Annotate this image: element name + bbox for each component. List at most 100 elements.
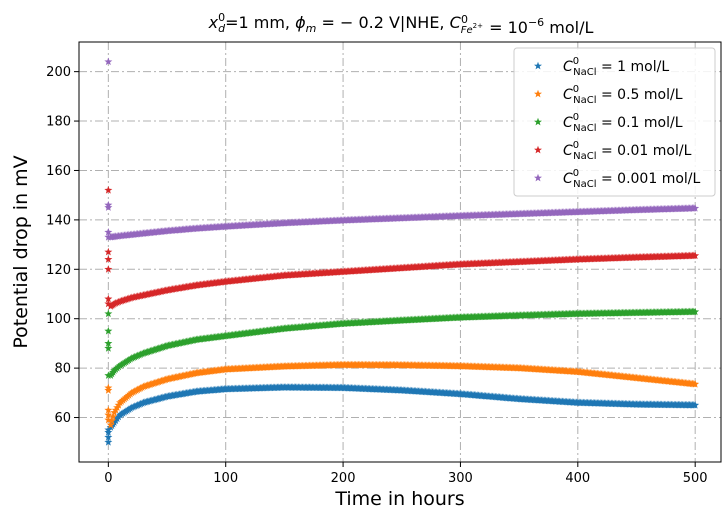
- title-c: C: [450, 13, 462, 32]
- data-point: [114, 297, 123, 306]
- y-tick-label: 160: [46, 164, 71, 179]
- x-tick-label: 200: [331, 471, 356, 486]
- chart-title: xd0=1 mm, ϕm = − 0.2 V|NHE, CFe2+0 = 10−…: [208, 11, 594, 37]
- data-point: [104, 309, 113, 318]
- data-point: [455, 260, 464, 268]
- data-point: [107, 416, 116, 425]
- legend-marker: [534, 173, 542, 182]
- data-point: [104, 344, 113, 352]
- title-x: x: [208, 13, 219, 32]
- data-point: [220, 365, 229, 373]
- y-tick-label: 180: [46, 115, 71, 130]
- legend-marker: [534, 61, 542, 70]
- title-c-sub-sup: 2+: [473, 22, 483, 30]
- data-point: [513, 257, 522, 266]
- x-axis-label: Time in hours: [334, 488, 464, 510]
- legend-label: C0 NaCl = 0.1 mol/L: [563, 112, 683, 134]
- title-exp: −6: [528, 16, 544, 29]
- plot-frame: [78, 41, 722, 463]
- title-unit: mol/L: [544, 18, 593, 37]
- data-point: [126, 389, 135, 398]
- data-point: [104, 326, 113, 335]
- data-point: [114, 400, 123, 409]
- data-point: [689, 379, 698, 388]
- data-point: [161, 375, 170, 384]
- data-point: [161, 226, 170, 235]
- y-axis-label: Potential drop in mV: [10, 155, 32, 348]
- data-point: [114, 412, 123, 421]
- data-point: [513, 209, 522, 218]
- data-point: [104, 203, 113, 211]
- x-tick-label: 0: [104, 471, 112, 486]
- data-point: [220, 331, 229, 340]
- data-point: [138, 399, 147, 407]
- data-point: [279, 324, 287, 333]
- data-point: [104, 299, 113, 308]
- data-point: [572, 255, 581, 263]
- x-tick-label: 100: [213, 471, 238, 486]
- legend-label: C0 NaCl = 0.5 mol/L: [563, 84, 683, 106]
- data-point: [109, 368, 118, 376]
- data-point: [631, 205, 640, 214]
- data-point: [104, 383, 113, 392]
- legend: C0 NaCl = 1 mol/L C0 NaCl = 0.5 mol/L C0 NaCl…: [513, 47, 716, 197]
- data-point: [689, 204, 698, 212]
- data-point: [190, 335, 199, 344]
- data-point: [104, 186, 113, 194]
- data-point: [126, 230, 135, 239]
- data-point: [190, 369, 199, 377]
- data-point: [689, 251, 698, 260]
- data-point: [190, 281, 199, 289]
- legend-box: [513, 47, 716, 197]
- data-point: [109, 232, 118, 241]
- title-part2: = − 0.2 V|NHE,: [316, 13, 449, 32]
- data-point: [104, 386, 113, 394]
- data-point: [104, 410, 113, 419]
- data-point: [104, 405, 113, 414]
- data-point: [126, 293, 135, 302]
- y-tick-label: 80: [54, 362, 71, 377]
- legend-label: C0 NaCl = 1 mol/L: [563, 56, 669, 78]
- data-point: [220, 277, 229, 286]
- data-point: [104, 339, 113, 347]
- title-part1: =1 mm,: [225, 13, 295, 32]
- y-tick-label: 60: [54, 411, 71, 426]
- data-point: [138, 383, 147, 391]
- data-point: [104, 200, 113, 209]
- data-point: [138, 229, 147, 238]
- data-point: [104, 294, 113, 303]
- legend-marker: [534, 145, 542, 154]
- legend-marker: [534, 117, 542, 126]
- data-point: [104, 438, 113, 446]
- data-point: [220, 222, 229, 231]
- data-point: [190, 387, 199, 396]
- data-point: [114, 362, 123, 371]
- data-point: [279, 362, 287, 370]
- data-point: [220, 385, 229, 393]
- data-point: [337, 319, 346, 328]
- x-tick-label: 300: [448, 471, 473, 486]
- legend-label: C0 NaCl = 0.01 mol/L: [563, 140, 692, 162]
- data-point: [513, 311, 522, 319]
- title-x-sub: d: [218, 22, 226, 35]
- data-point: [396, 263, 405, 272]
- data-point: [572, 207, 581, 216]
- title-part3: = 10: [484, 18, 528, 37]
- data-point: [279, 218, 287, 227]
- data-point: [126, 354, 135, 363]
- x-tick-label: 400: [565, 471, 590, 486]
- x-axis-ticks: 0 100 200 300 400 500: [104, 462, 708, 486]
- x-tick-label: 500: [683, 471, 708, 486]
- data-point: [114, 231, 123, 240]
- data-point: [104, 228, 113, 236]
- data-point: [104, 255, 113, 263]
- data-point: [104, 247, 113, 256]
- legend-label: C0 NaCl = 0.001 mol/L: [563, 168, 701, 190]
- data-point: [104, 428, 113, 436]
- data-point: [104, 265, 113, 273]
- data-point: [109, 300, 118, 309]
- data-point: [689, 307, 698, 316]
- data-point: [455, 313, 464, 321]
- y-tick-label: 120: [46, 263, 71, 278]
- series-3: [104, 307, 700, 379]
